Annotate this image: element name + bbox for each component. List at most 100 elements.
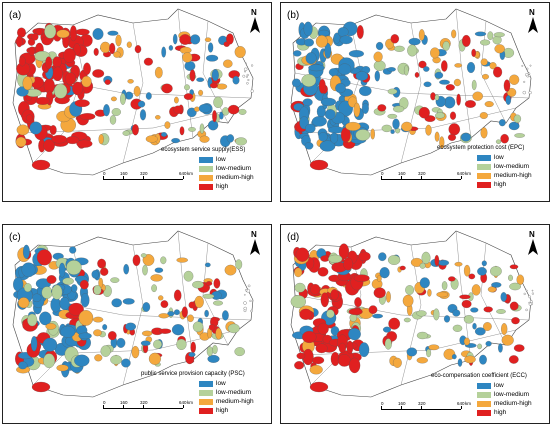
county-region — [468, 273, 476, 280]
county-region — [204, 262, 211, 268]
swatch-low-medium — [199, 389, 213, 396]
north-arrow-icon: N — [247, 230, 263, 256]
county-region — [452, 324, 463, 332]
county-region — [153, 339, 163, 349]
county-region — [204, 37, 212, 42]
island — [528, 91, 532, 95]
county-region — [372, 313, 383, 319]
county-region — [168, 45, 174, 51]
region-map — [290, 230, 534, 398]
county-region — [461, 34, 471, 47]
county-region — [385, 291, 391, 303]
county-region — [358, 342, 370, 358]
county-region — [387, 255, 401, 265]
county-region — [160, 300, 169, 308]
map-regions — [290, 8, 532, 176]
county-region — [416, 357, 428, 364]
county-region — [140, 253, 147, 258]
legend-item-low-medium: low-medium — [199, 388, 254, 397]
county-region — [181, 306, 188, 318]
county-region — [295, 247, 310, 262]
county-region — [52, 56, 62, 68]
county-region — [448, 276, 456, 282]
county-region — [160, 256, 167, 265]
county-region — [148, 352, 161, 365]
county-region — [501, 334, 514, 346]
county-region — [438, 259, 450, 266]
county-region — [434, 71, 444, 79]
county-region — [219, 111, 224, 120]
county-region — [60, 325, 76, 338]
county-region — [317, 267, 329, 277]
county-region — [234, 347, 245, 357]
county-region — [140, 340, 151, 346]
county-region — [198, 89, 204, 96]
county-region — [222, 107, 230, 116]
county-region — [176, 338, 187, 350]
county-region — [107, 331, 117, 341]
north-arrow-icon: N — [525, 8, 541, 34]
county-region — [189, 69, 196, 82]
county-region — [447, 133, 457, 141]
county-region — [232, 75, 240, 85]
county-region — [16, 35, 23, 48]
county-region — [470, 307, 479, 313]
county-region — [294, 361, 305, 370]
county-region — [443, 96, 456, 109]
county-region — [324, 109, 336, 120]
county-region — [348, 308, 363, 316]
county-region — [72, 81, 84, 96]
county-region — [187, 314, 194, 323]
county-region — [460, 132, 471, 142]
county-region — [36, 249, 52, 266]
county-region — [479, 354, 487, 365]
county-region — [74, 354, 90, 367]
county-region — [353, 274, 370, 282]
county-region — [79, 113, 96, 120]
county-region — [500, 292, 507, 302]
county-region — [414, 72, 420, 78]
county-region — [338, 243, 350, 260]
county-region — [508, 274, 513, 282]
county-region — [388, 317, 401, 330]
county-region — [35, 28, 43, 36]
county-region — [509, 264, 519, 270]
county-region — [472, 322, 477, 330]
county-region — [31, 381, 51, 393]
scale-bar: 0 160 320 640 km — [103, 400, 193, 420]
county-region — [471, 284, 481, 296]
county-region — [222, 310, 229, 321]
island — [526, 67, 529, 70]
county-region — [76, 139, 93, 148]
county-region — [463, 264, 471, 277]
county-region — [348, 50, 364, 58]
province-boundary — [122, 22, 144, 164]
county-region — [93, 329, 102, 337]
county-region — [235, 259, 243, 270]
county-region — [346, 340, 354, 354]
county-region — [81, 75, 92, 88]
county-region — [226, 134, 235, 143]
island — [247, 284, 251, 288]
county-region — [63, 48, 76, 63]
county-region — [423, 81, 432, 88]
county-region — [71, 284, 78, 293]
north-label: N — [529, 8, 535, 17]
county-region — [443, 315, 451, 323]
county-region — [18, 56, 26, 67]
legend-item-high: high — [199, 182, 254, 191]
swatch-low-medium — [199, 165, 213, 172]
county-region — [471, 48, 477, 57]
legend-item-medium-high: medium-high — [477, 399, 532, 408]
county-region — [238, 108, 247, 115]
county-region — [436, 291, 449, 298]
county-region — [39, 311, 52, 326]
county-region — [505, 95, 512, 105]
legend-item-medium-high: medium-high — [199, 173, 254, 182]
county-region — [199, 123, 205, 134]
county-region — [354, 297, 362, 308]
island — [247, 79, 250, 81]
panel-label: (c) — [9, 232, 21, 243]
county-region — [110, 277, 120, 283]
county-region — [100, 267, 109, 276]
